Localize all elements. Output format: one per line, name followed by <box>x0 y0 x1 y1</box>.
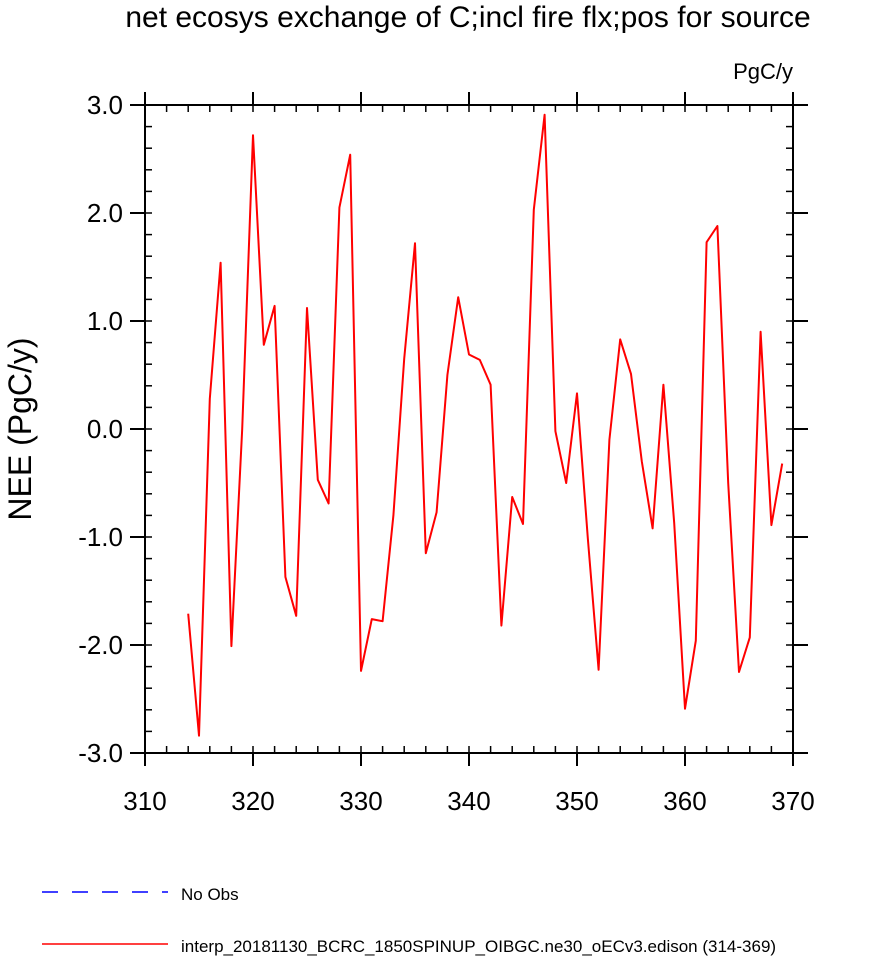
axis-ticks <box>130 92 808 766</box>
x-tick-label: 330 <box>339 786 382 816</box>
y-tick-label: -2.0 <box>78 630 123 660</box>
series-line-model <box>187 113 784 737</box>
y-tick-label: 1.0 <box>87 306 123 336</box>
x-tick-labels: 310 320 330 340 350 360 370 <box>123 786 814 816</box>
y-tick-labels: 3.0 2.0 1.0 0.0 -1.0 -2.0 -3.0 <box>78 90 123 768</box>
legend: No Obs interp_20181130_BCRC_1850SPINUP_O… <box>42 885 776 956</box>
x-tick-label: 350 <box>555 786 598 816</box>
legend-label-no-obs: No Obs <box>181 885 239 904</box>
y-tick-label: 0.0 <box>87 414 123 444</box>
y-tick-label: 3.0 <box>87 90 123 120</box>
x-tick-label: 320 <box>231 786 274 816</box>
x-tick-label: 340 <box>447 786 490 816</box>
y-axis-label: NEE (PgC/y) <box>2 337 38 520</box>
y-tick-label: 2.0 <box>87 198 123 228</box>
units-label: PgC/y <box>733 59 793 84</box>
x-tick-label: 310 <box>123 786 166 816</box>
series-group <box>187 113 784 737</box>
x-tick-label: 370 <box>771 786 814 816</box>
y-tick-label: -1.0 <box>78 522 123 552</box>
y-tick-label: -3.0 <box>78 738 123 768</box>
chart-title: net ecosys exchange of C;incl fire flx;p… <box>125 1 810 34</box>
legend-label-model: interp_20181130_BCRC_1850SPINUP_OIBGC.ne… <box>181 937 776 956</box>
x-tick-label: 360 <box>663 786 706 816</box>
